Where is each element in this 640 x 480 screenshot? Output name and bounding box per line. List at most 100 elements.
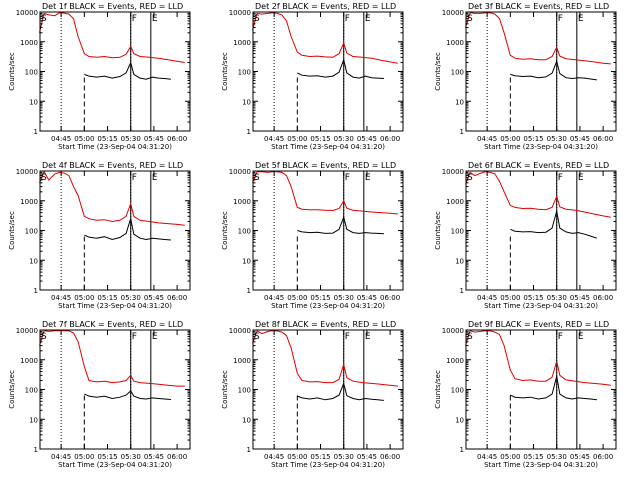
event-marker-label: E bbox=[578, 173, 584, 183]
event-marker-label: S bbox=[254, 14, 260, 24]
panel-title: Det 4f BLACK = Events, RED = LLD bbox=[42, 161, 183, 170]
panel-title: Det 7f BLACK = Events, RED = LLD bbox=[42, 320, 183, 329]
x-tick-label: 05:45 bbox=[570, 453, 590, 461]
y-tick-label: 100 bbox=[238, 228, 251, 236]
event-marker-label: E bbox=[365, 173, 371, 183]
x-tick-label: 06:00 bbox=[167, 135, 187, 143]
panel-title: Det 2f BLACK = Events, RED = LLD bbox=[255, 2, 396, 11]
x-tick-label: 05:00 bbox=[287, 294, 307, 302]
x-tick-label: 05:45 bbox=[357, 135, 377, 143]
x-tick-label: 05:00 bbox=[74, 135, 94, 143]
plot-frame bbox=[465, 170, 617, 291]
y-tick-label: 10 bbox=[29, 416, 38, 424]
y-tick-label: 1 bbox=[34, 446, 38, 454]
y-tick-label: 1000 bbox=[446, 357, 464, 365]
plot-frame bbox=[39, 11, 191, 132]
x-axis-label: Start Time (23-Sep-04 04:31:20) bbox=[58, 143, 172, 151]
event-marker-label: E bbox=[365, 14, 371, 24]
x-tick-label: 04:45 bbox=[51, 294, 71, 302]
panel-title: Det 3f BLACK = Events, RED = LLD bbox=[468, 2, 609, 11]
x-tick-label: 05:00 bbox=[500, 294, 520, 302]
event-marker-label: S bbox=[254, 173, 260, 183]
y-tick-label: 10 bbox=[242, 257, 251, 265]
x-tick-label: 05:30 bbox=[121, 294, 141, 302]
y-axis-label: Counts/sec bbox=[434, 370, 442, 409]
event-marker-label: E bbox=[152, 332, 158, 342]
event-marker-label: F bbox=[558, 14, 563, 24]
plot-frame bbox=[252, 170, 404, 291]
event-marker-label: F bbox=[132, 14, 137, 24]
event-marker-label: F bbox=[132, 173, 137, 183]
x-tick-label: 05:15 bbox=[310, 135, 330, 143]
y-tick-label: 10000 bbox=[16, 168, 38, 176]
lld-series-line bbox=[39, 330, 185, 387]
lld-series-line bbox=[465, 12, 611, 65]
y-axis-label: Counts/sec bbox=[8, 211, 16, 250]
y-tick-label: 1000 bbox=[233, 198, 251, 206]
x-tick-label: 05:45 bbox=[357, 294, 377, 302]
events-series-line bbox=[297, 57, 384, 79]
event-marker-label: S bbox=[41, 173, 47, 183]
detector-panel: Det 4f BLACK = Events, RED = LLD 1 10 100 10… bbox=[8, 161, 191, 310]
y-tick-label: 1000 bbox=[446, 39, 464, 47]
detector-panel: Det 7f BLACK = Events, RED = LLD 1 10 100 10… bbox=[8, 320, 191, 469]
x-tick-label: 05:30 bbox=[547, 135, 567, 143]
x-tick-label: 05:45 bbox=[144, 294, 164, 302]
y-tick-label: 1000 bbox=[20, 198, 38, 206]
events-series-line bbox=[84, 390, 171, 400]
x-tick-label: 05:00 bbox=[74, 453, 94, 461]
x-tick-label: 05:15 bbox=[523, 294, 543, 302]
event-marker-label: S bbox=[467, 14, 473, 24]
y-tick-label: 10 bbox=[455, 98, 464, 106]
y-tick-label: 10000 bbox=[229, 9, 251, 17]
x-tick-label: 05:45 bbox=[570, 294, 590, 302]
detector-panel: Det 5f BLACK = Events, RED = LLD 1 10 100 10… bbox=[221, 161, 404, 310]
lld-series-line bbox=[465, 330, 611, 386]
x-tick-label: 05:30 bbox=[121, 453, 141, 461]
y-axis-label: Counts/sec bbox=[221, 370, 229, 409]
x-tick-label: 04:45 bbox=[477, 135, 497, 143]
x-tick-label: 04:45 bbox=[477, 294, 497, 302]
events-series-line bbox=[84, 218, 171, 241]
x-tick-label: 05:15 bbox=[523, 453, 543, 461]
x-tick-label: 05:30 bbox=[121, 135, 141, 143]
lld-series-line bbox=[252, 329, 398, 387]
plot-frame bbox=[39, 170, 191, 291]
panel-title: Det 9f BLACK = Events, RED = LLD bbox=[468, 320, 609, 329]
x-tick-label: 05:00 bbox=[287, 135, 307, 143]
x-tick-label: 04:45 bbox=[264, 294, 284, 302]
y-tick-label: 1 bbox=[460, 128, 464, 136]
panel-title: Det 1f BLACK = Events, RED = LLD bbox=[42, 2, 183, 11]
event-marker-label: F bbox=[558, 332, 563, 342]
x-tick-label: 05:00 bbox=[287, 453, 307, 461]
y-tick-label: 1000 bbox=[446, 198, 464, 206]
x-tick-label: 06:00 bbox=[380, 453, 400, 461]
events-series-line bbox=[510, 376, 597, 401]
y-axis-label: Counts/sec bbox=[221, 52, 229, 91]
x-tick-label: 05:45 bbox=[570, 135, 590, 143]
y-tick-label: 1000 bbox=[233, 357, 251, 365]
lld-series-line bbox=[465, 171, 611, 218]
y-axis-label: Counts/sec bbox=[434, 211, 442, 250]
y-tick-label: 100 bbox=[451, 228, 464, 236]
x-tick-label: 04:45 bbox=[51, 135, 71, 143]
x-tick-label: 05:30 bbox=[547, 453, 567, 461]
y-axis-label: Counts/sec bbox=[221, 211, 229, 250]
plot-frame bbox=[465, 11, 617, 132]
x-axis-label: Start Time (23-Sep-04 04:31:20) bbox=[484, 302, 598, 310]
y-tick-label: 10000 bbox=[442, 9, 464, 17]
event-marker-label: F bbox=[345, 14, 350, 24]
y-tick-label: 100 bbox=[238, 69, 251, 77]
x-tick-label: 06:00 bbox=[380, 135, 400, 143]
panel-title: Det 8f BLACK = Events, RED = LLD bbox=[255, 320, 396, 329]
plot-frame bbox=[252, 329, 404, 450]
y-tick-label: 1 bbox=[460, 287, 464, 295]
x-tick-label: 05:00 bbox=[500, 453, 520, 461]
y-tick-label: 1 bbox=[247, 446, 251, 454]
x-tick-label: 05:45 bbox=[357, 453, 377, 461]
x-axis-label: Start Time (23-Sep-04 04:31:20) bbox=[271, 143, 385, 151]
y-tick-label: 1000 bbox=[20, 39, 38, 47]
y-tick-label: 100 bbox=[238, 387, 251, 395]
lld-series-line bbox=[252, 171, 398, 215]
